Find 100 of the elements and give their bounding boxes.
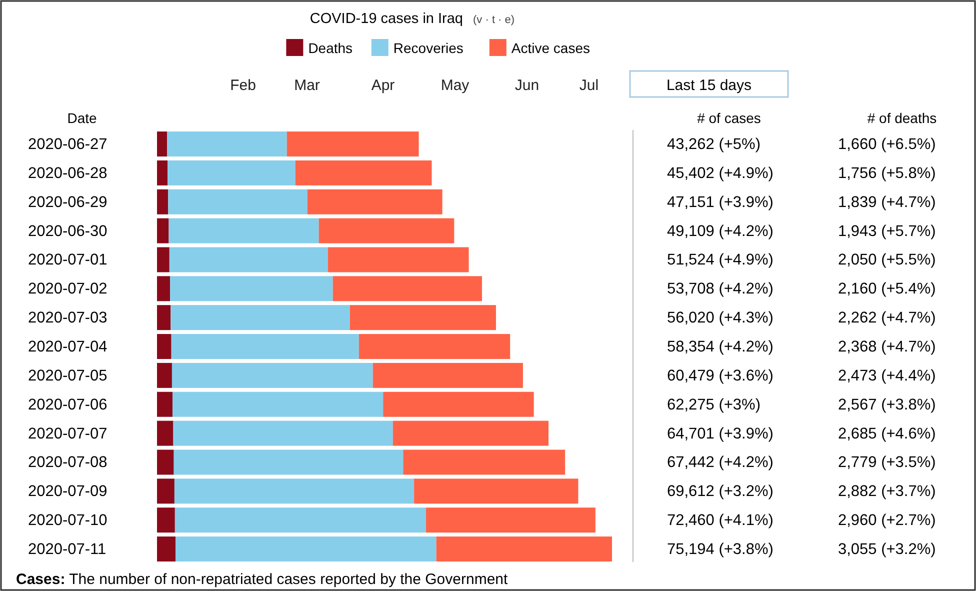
- bar: [172, 392, 384, 417]
- legend-label: Deaths: [308, 40, 353, 56]
- bar: [332, 276, 482, 302]
- bar: [157, 160, 168, 186]
- y-tick-label: 2020-07-07: [28, 425, 108, 442]
- data-label: 2,262 (+4.7%): [838, 310, 936, 327]
- bar: [168, 160, 296, 186]
- text: 58,354 (+4.2%): [667, 338, 774, 356]
- text: Mar: [294, 77, 320, 94]
- legend-label: Active cases: [511, 40, 590, 56]
- bar: [157, 508, 175, 533]
- bar: [426, 508, 596, 533]
- bar: [157, 362, 172, 388]
- text: 56,020 (+4.3%): [667, 310, 774, 327]
- bar: [318, 218, 454, 244]
- text: 60,479 (+3.6%): [667, 367, 774, 384]
- bar: [157, 132, 168, 156]
- bar: [295, 160, 432, 186]
- text: (v · t · e): [473, 14, 515, 26]
- bar: [170, 276, 333, 302]
- bar: [328, 247, 469, 272]
- bar: [383, 392, 534, 417]
- y-tick-label: 2020-06-28: [28, 164, 108, 182]
- bar: [173, 420, 393, 446]
- bar: [157, 450, 174, 475]
- data-label: 2,160 (+5.4%): [838, 280, 936, 298]
- legend-label: Recoveries: [393, 40, 464, 56]
- y-tick-label: 2020-07-03: [28, 310, 108, 327]
- bar: [358, 334, 510, 359]
- bar: [157, 420, 174, 446]
- text: Cases: The number of non-repatriated cases reported by the Government: [16, 571, 509, 588]
- bar: [172, 362, 373, 388]
- text: 67,442 (+4.2%): [667, 454, 774, 472]
- text: 51,524 (+4.9%): [667, 252, 774, 269]
- y-tick-label: 2020-06-29: [28, 194, 108, 211]
- bar: [175, 536, 436, 562]
- data-label: 2,960 (+2.7%): [838, 512, 936, 530]
- bar: [392, 420, 549, 446]
- data-label: 2,567 (+3.8%): [838, 396, 936, 414]
- text: Jul: [579, 77, 599, 94]
- y-tick-label: 2020-07-09: [28, 483, 108, 500]
- text: 69,612 (+3.2%): [667, 483, 774, 500]
- bar: [174, 478, 414, 504]
- text: 53,708 (+4.2%): [667, 280, 774, 298]
- bar: [286, 132, 419, 156]
- text: May: [440, 77, 470, 94]
- bar: [167, 132, 287, 156]
- bar: [157, 247, 170, 272]
- data-label: 1,839 (+4.7%): [838, 194, 936, 211]
- bar: [436, 536, 612, 562]
- bar: [157, 536, 176, 562]
- bar: [307, 189, 442, 214]
- y-tick-label: 2020-07-05: [28, 367, 108, 384]
- data-label: 2,685 (+4.6%): [838, 425, 936, 442]
- bar: [157, 189, 168, 214]
- y-tick-label: 2020-07-01: [28, 252, 108, 269]
- y-axis-title: Date: [67, 110, 97, 126]
- data-label: 3,055 (+3.2%): [838, 541, 936, 558]
- bar: [157, 276, 170, 302]
- bar: [403, 450, 566, 475]
- bar: [168, 218, 319, 244]
- data-label: 2,050 (+5.5%): [838, 252, 936, 269]
- bar: [372, 362, 523, 388]
- text: 43,262 (+5%): [667, 136, 760, 153]
- bar: [174, 450, 404, 475]
- text: Last 15 days: [666, 77, 752, 94]
- text: 47,151 (+3.9%): [667, 194, 774, 211]
- y-tick-label: 2020-07-06: [28, 396, 108, 414]
- data-label: 1,943 (+5.7%): [838, 222, 936, 240]
- data-label: 2,368 (+4.7%): [838, 338, 936, 356]
- text: 72,460 (+4.1%): [667, 512, 774, 530]
- data-label: 2,779 (+3.5%): [838, 454, 936, 472]
- text: # of deaths: [867, 110, 937, 126]
- y-tick-label: 2020-07-04: [28, 338, 108, 356]
- y-tick-label: 2020-07-11: [28, 541, 106, 558]
- y-tick-label: 2020-07-02: [28, 280, 108, 298]
- bar: [350, 305, 496, 330]
- bar: [414, 478, 578, 504]
- bar: [157, 334, 172, 359]
- bar: [157, 305, 171, 330]
- data-label: 1,756 (+5.8%): [838, 164, 936, 182]
- data-label: 1,660 (+6.5%): [838, 136, 936, 153]
- data-label: 2,473 (+4.4%): [838, 367, 936, 384]
- y-tick-label: 2020-07-10: [28, 512, 108, 530]
- bar: [157, 478, 174, 504]
- y-tick-label: 2020-07-08: [28, 454, 108, 472]
- text: 75,194 (+3.8%): [667, 541, 774, 558]
- text: 62,275 (+3%): [667, 396, 760, 414]
- text: Apr: [371, 77, 395, 94]
- text: # of cases: [697, 110, 761, 126]
- text: 49,109 (+4.2%): [667, 222, 774, 240]
- bar: [168, 189, 308, 214]
- bar: [157, 218, 169, 244]
- chart-title: COVID-19 cases in Iraq: [310, 11, 463, 27]
- text: Feb: [230, 77, 256, 94]
- text: 64,701 (+3.9%): [667, 425, 774, 442]
- bar: [170, 305, 350, 330]
- bar: [157, 392, 173, 417]
- text: Jun: [514, 77, 540, 94]
- bar: [174, 508, 426, 533]
